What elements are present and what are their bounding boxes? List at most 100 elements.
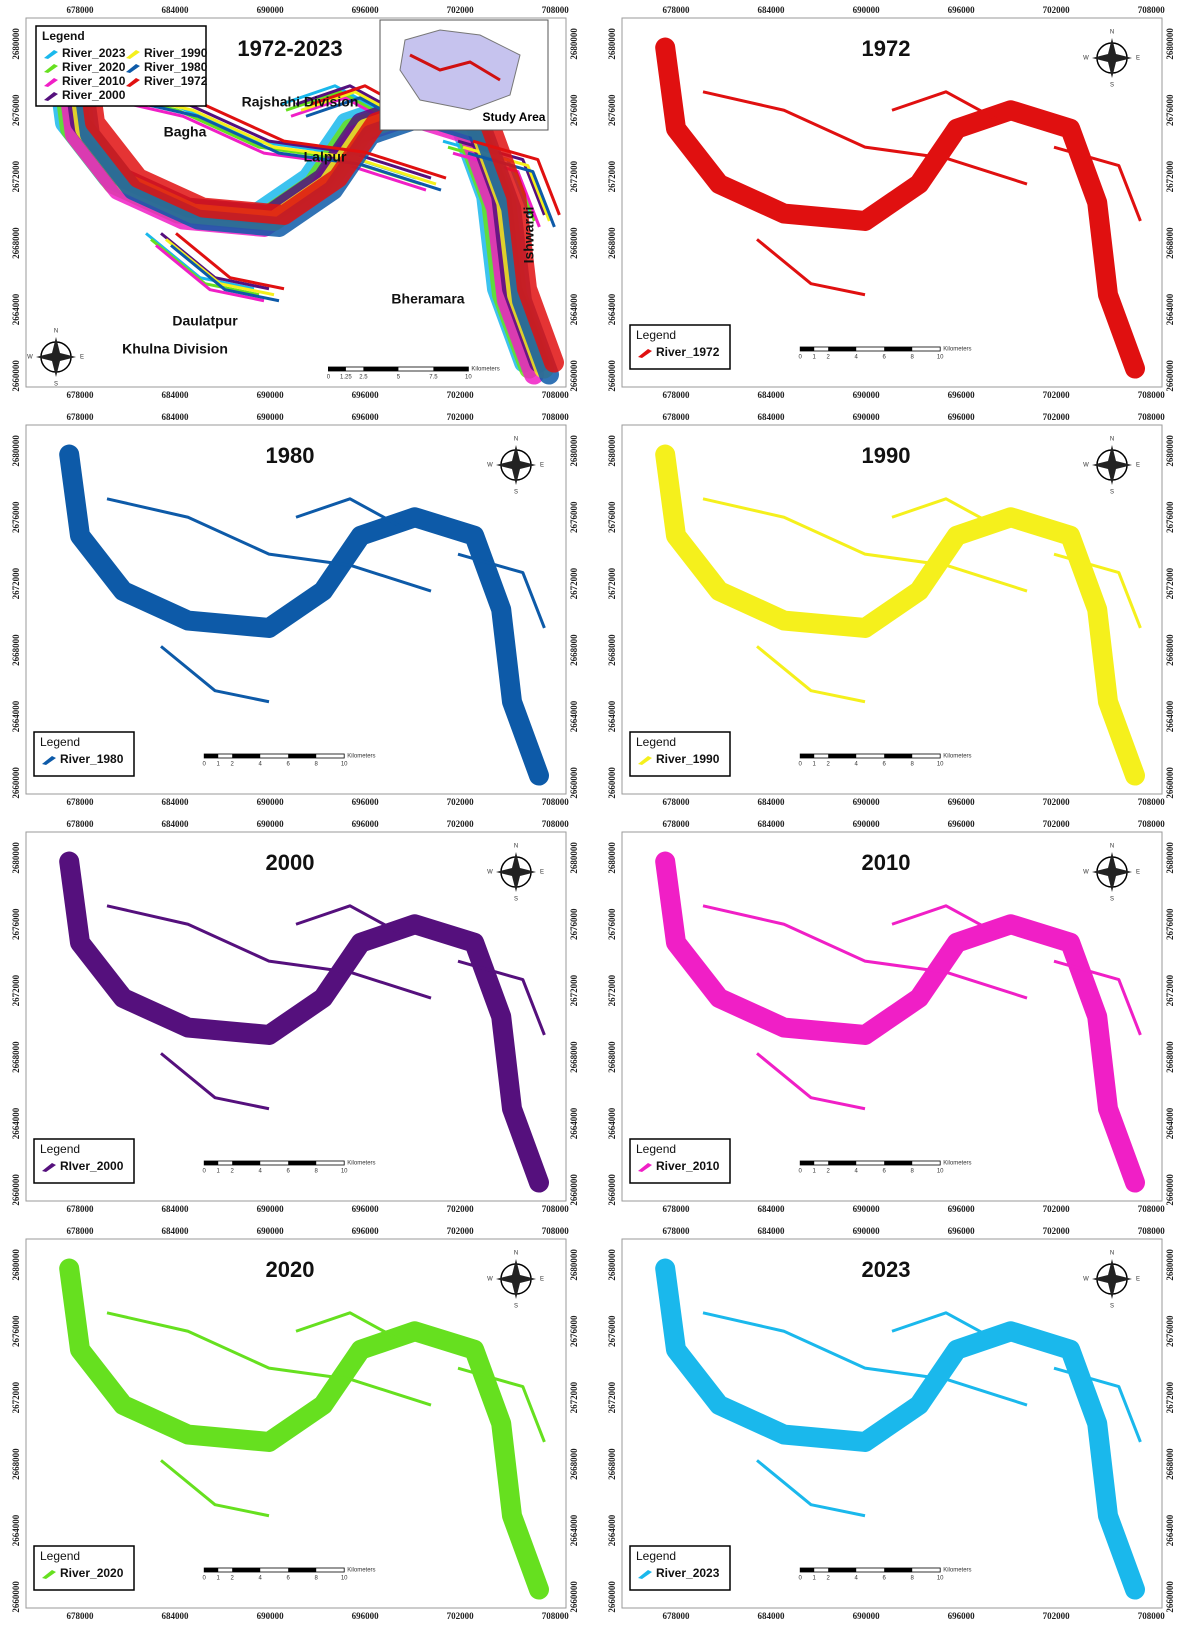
x-coordinate-label: 696000 — [352, 390, 380, 400]
y-coordinate-label: 2660000 — [1165, 360, 1175, 392]
y-coordinate-label: 2668000 — [569, 1041, 579, 1073]
x-coordinate-label: 678000 — [663, 819, 691, 829]
x-coordinate-label: 708000 — [542, 412, 570, 422]
x-coordinate-label: 678000 — [663, 390, 691, 400]
x-coordinate-label: 696000 — [352, 819, 380, 829]
scale-bar — [204, 1568, 344, 1572]
compass-label: N — [1110, 844, 1114, 850]
x-coordinate-label: 696000 — [948, 1226, 976, 1236]
compass-label: E — [1136, 463, 1140, 469]
y-coordinate-label: 2668000 — [607, 227, 617, 259]
x-coordinate-label: 684000 — [162, 1204, 190, 1214]
x-coordinate-label: 702000 — [1043, 412, 1071, 422]
y-coordinate-label: 2668000 — [11, 634, 21, 666]
legend-label: River_1990 — [144, 46, 208, 60]
scale-bar — [800, 347, 940, 351]
x-coordinate-label: 708000 — [542, 1611, 570, 1621]
place-label: Khulna Division — [122, 341, 228, 357]
y-coordinate-label: 2660000 — [1165, 1581, 1175, 1613]
inset-title: Study Area — [483, 110, 546, 124]
y-coordinate-label: 2680000 — [11, 842, 21, 874]
x-coordinate-label: 708000 — [1138, 797, 1166, 807]
y-coordinate-label: 2672000 — [569, 567, 579, 599]
y-coordinate-label: 2680000 — [607, 28, 617, 60]
scale-segment — [828, 754, 856, 758]
x-coordinate-label: 708000 — [1138, 390, 1166, 400]
y-coordinate-label: 2664000 — [607, 1514, 617, 1546]
x-coordinate-label: 690000 — [853, 390, 881, 400]
x-coordinate-label: 684000 — [758, 412, 786, 422]
x-coordinate-label: 690000 — [257, 1226, 285, 1236]
scale-bar — [204, 754, 344, 758]
scale-unit: Kilometers — [347, 1161, 375, 1167]
y-coordinate-label: 2672000 — [1165, 974, 1175, 1006]
place-label: Bagha — [164, 124, 207, 140]
x-coordinate-label: 708000 — [1138, 819, 1166, 829]
legend-label: River_1980 — [60, 752, 124, 766]
x-coordinate-label: 678000 — [663, 1204, 691, 1214]
compass-label: N — [1110, 30, 1114, 36]
y-coordinate-label: 2664000 — [569, 1514, 579, 1546]
x-coordinate-label: 708000 — [542, 1226, 570, 1236]
scale-unit: Kilometers — [471, 367, 499, 373]
map-panel: 6780006780006840006840006900006900006960… — [11, 412, 579, 807]
y-coordinate-label: 2680000 — [607, 842, 617, 874]
y-coordinate-label: 2660000 — [1165, 767, 1175, 799]
compass-label: W — [27, 355, 33, 361]
x-coordinate-label: 690000 — [853, 1611, 881, 1621]
x-coordinate-label: 702000 — [1043, 797, 1071, 807]
scale-segment — [288, 754, 316, 758]
scale-bar — [800, 1161, 940, 1165]
x-coordinate-label: 708000 — [542, 390, 570, 400]
y-coordinate-label: 2672000 — [607, 567, 617, 599]
y-coordinate-label: 2668000 — [569, 227, 579, 259]
y-coordinate-label: 2680000 — [1165, 28, 1175, 60]
legend-label: River_2023 — [62, 46, 126, 60]
x-coordinate-label: 696000 — [948, 797, 976, 807]
scale-segment — [800, 1568, 814, 1572]
y-coordinate-label: 2680000 — [11, 435, 21, 467]
x-coordinate-label: 684000 — [162, 819, 190, 829]
scale-bar — [204, 1161, 344, 1165]
x-coordinate-label: 684000 — [758, 5, 786, 15]
compass-label: N — [54, 329, 58, 335]
compass-label: S — [514, 490, 518, 496]
x-coordinate-label: 696000 — [948, 1204, 976, 1214]
compass-label: N — [1110, 1251, 1114, 1257]
x-coordinate-label: 696000 — [352, 1226, 380, 1236]
compass-label: E — [1136, 870, 1140, 876]
x-coordinate-label: 678000 — [67, 797, 95, 807]
scale-segment — [884, 1568, 912, 1572]
compass-label: N — [514, 1251, 518, 1257]
y-coordinate-label: 2660000 — [11, 767, 21, 799]
x-coordinate-label: 678000 — [663, 1611, 691, 1621]
compass-label: E — [1136, 1277, 1140, 1283]
compass-label: E — [540, 463, 544, 469]
legend-label: RIver_2000 — [60, 1159, 124, 1173]
x-coordinate-label: 690000 — [257, 1204, 285, 1214]
x-coordinate-label: 684000 — [162, 5, 190, 15]
y-coordinate-label: 2664000 — [11, 1514, 21, 1546]
panel-title: 2010 — [862, 850, 911, 875]
x-coordinate-label: 702000 — [447, 5, 475, 15]
scale-segment — [232, 1161, 260, 1165]
y-coordinate-label: 2668000 — [11, 1448, 21, 1480]
y-coordinate-label: 2672000 — [11, 567, 21, 599]
compass-label: W — [487, 463, 493, 469]
x-coordinate-label: 690000 — [853, 1204, 881, 1214]
x-coordinate-label: 690000 — [853, 797, 881, 807]
x-coordinate-label: 696000 — [352, 1204, 380, 1214]
x-coordinate-label: 678000 — [663, 5, 691, 15]
y-coordinate-label: 2664000 — [1165, 1514, 1175, 1546]
y-coordinate-label: 2664000 — [569, 1107, 579, 1139]
y-coordinate-label: 2676000 — [1165, 908, 1175, 940]
x-coordinate-label: 684000 — [162, 390, 190, 400]
compass-label: E — [1136, 56, 1140, 62]
scale-segment — [884, 347, 912, 351]
y-coordinate-label: 2676000 — [569, 908, 579, 940]
scale-bar — [800, 1568, 940, 1572]
y-coordinate-label: 2680000 — [569, 28, 579, 60]
scale-segment — [884, 754, 912, 758]
x-coordinate-label: 702000 — [1043, 1226, 1071, 1236]
compass-label: S — [514, 897, 518, 903]
